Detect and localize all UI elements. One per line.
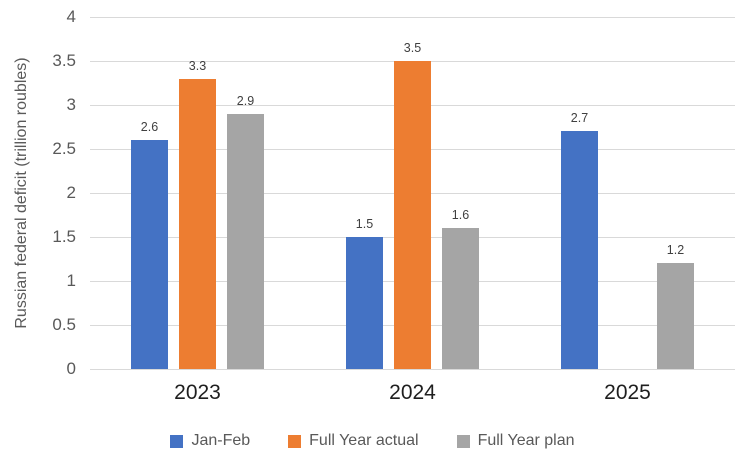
legend-label: Full Year actual bbox=[309, 432, 419, 449]
legend: Jan-Feb Full Year actual Full Year plan bbox=[0, 432, 745, 450]
y-tick-label: 1.5 bbox=[52, 227, 76, 246]
bar-value-label: 2.9 bbox=[236, 93, 255, 108]
bar bbox=[227, 113, 264, 369]
plot-area: 2.6 3.3 2.9 1.5 3.5 1.6 2.7 1.2 bbox=[90, 16, 735, 370]
bar bbox=[394, 61, 431, 369]
y-tick-label: 2.5 bbox=[52, 139, 76, 158]
bar bbox=[346, 237, 383, 369]
bar-slot: 2.7 bbox=[561, 17, 598, 369]
x-category-label: 2024 bbox=[389, 381, 436, 404]
bar-group: 2.7 1.2 bbox=[520, 17, 735, 369]
y-tick-label: 3.5 bbox=[52, 51, 76, 70]
bar-group: 1.5 3.5 1.6 bbox=[305, 17, 520, 369]
y-tick-label: 4 bbox=[66, 7, 76, 26]
bar-slot: 3.5 bbox=[394, 17, 431, 369]
bar-value-label: 2.6 bbox=[140, 120, 159, 135]
legend-swatch-icon bbox=[170, 434, 184, 448]
x-category-label: 2023 bbox=[174, 381, 221, 404]
bar bbox=[442, 228, 479, 369]
x-category-label: 2025 bbox=[604, 381, 651, 404]
bar-value-label: 3.5 bbox=[403, 41, 422, 55]
bar bbox=[561, 131, 598, 369]
gridline bbox=[90, 368, 735, 370]
bar-slot: 3.3 bbox=[179, 17, 216, 369]
y-tick-label: 2 bbox=[66, 183, 76, 202]
bar-value-label: 1.5 bbox=[355, 217, 374, 231]
legend-swatch-icon bbox=[288, 434, 302, 448]
bar-slot: 1.6 bbox=[442, 17, 479, 369]
y-tick-label: 0 bbox=[66, 359, 76, 378]
bar-group: 2.6 3.3 2.9 bbox=[90, 17, 305, 369]
bar-groups: 2.6 3.3 2.9 1.5 3.5 1.6 2.7 1.2 bbox=[90, 17, 735, 369]
y-tick-label: 3 bbox=[66, 95, 76, 114]
legend-label: Jan-Feb bbox=[191, 432, 251, 449]
bar-slot: 2.9 bbox=[227, 17, 264, 369]
legend-item: Full Year actual bbox=[288, 432, 419, 450]
gridline bbox=[90, 16, 735, 18]
bar-value-label: 3.3 bbox=[188, 58, 207, 73]
y-axis: 0 0.5 1 1.5 2 2.5 3 3.5 4 bbox=[0, 0, 76, 466]
bar-value-label: 2.7 bbox=[570, 111, 589, 126]
legend-swatch-icon bbox=[456, 434, 470, 448]
bar-value-label: 1.2 bbox=[666, 243, 685, 258]
bar-slot: 1.5 bbox=[346, 17, 383, 369]
x-axis: 2023 2024 2025 bbox=[90, 381, 735, 405]
bar-slot bbox=[609, 17, 646, 369]
y-tick-label: 0.5 bbox=[52, 315, 76, 334]
y-tick-label: 1 bbox=[66, 271, 76, 290]
legend-item: Full Year plan bbox=[456, 432, 575, 450]
bar-slot: 2.6 bbox=[131, 17, 168, 369]
legend-label: Full Year plan bbox=[477, 432, 575, 449]
bar-value-label: 1.6 bbox=[451, 208, 470, 223]
legend-item: Jan-Feb bbox=[170, 432, 250, 450]
bar bbox=[179, 78, 216, 369]
bar-slot: 1.2 bbox=[657, 17, 694, 369]
bar bbox=[657, 263, 694, 369]
bar bbox=[131, 140, 168, 369]
